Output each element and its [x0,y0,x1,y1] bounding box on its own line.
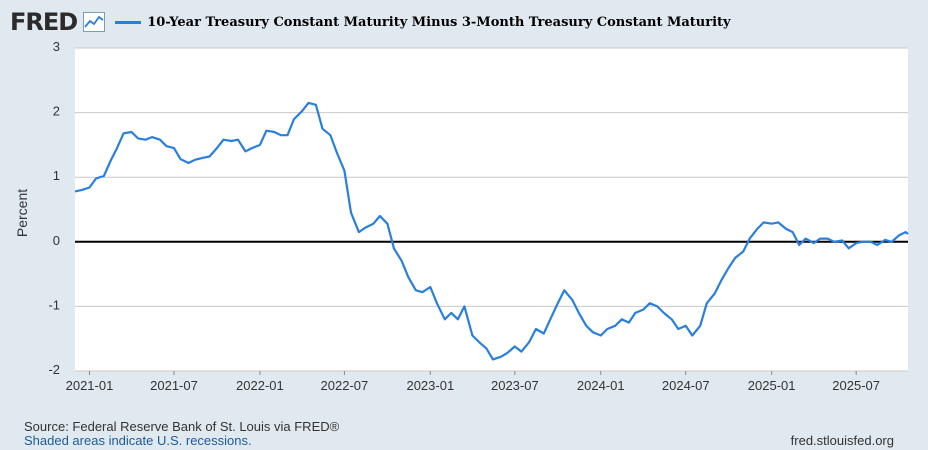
x-tick-label: 2022-07 [321,378,369,393]
y-axis-label: Percent [14,189,30,237]
y-axis-ticks: -2 -1 0 1 2 3 [48,39,60,377]
x-axis-ticks: 2021-01 2021-07 2022-01 2022-07 2023-01 2023-… [66,371,880,393]
recession-note[interactable]: Shaded areas indicate U.S. recessions. [24,433,252,448]
x-tick-label: 2021-07 [150,378,198,393]
legend-swatch [115,20,142,24]
x-tick-label: 2022-01 [236,378,284,393]
grid-lines [75,47,908,372]
y-tick-label: 1 [53,168,60,183]
x-tick-label: 2025-07 [832,378,880,393]
x-tick-label: 2025-01 [748,378,796,393]
chart-line-icon [83,12,106,32]
x-tick-label: 2024-07 [662,378,710,393]
plot-area [75,48,908,371]
chart-header: FRED 10-Year Treasury Constant Maturity … [10,8,731,36]
y-tick-label: -1 [48,297,60,312]
fred-logo[interactable]: FRED [10,8,78,36]
series-line[interactable] [74,101,909,361]
x-tick-label: 2023-01 [406,378,454,393]
y-tick-label: 0 [53,233,60,248]
y-tick-label: 3 [53,39,60,54]
y-tick-label: 2 [53,104,60,119]
site-link[interactable]: fred.stlouisfed.org [790,433,894,448]
legend-label[interactable]: 10-Year Treasury Constant Maturity Minus… [147,14,731,30]
source-text: Source: Federal Reserve Bank of St. Loui… [24,419,340,434]
x-tick-label: 2024-01 [577,378,625,393]
y-tick-label: -2 [48,362,60,377]
x-tick-label: 2021-01 [66,378,114,393]
x-tick-label: 2023-07 [491,378,539,393]
